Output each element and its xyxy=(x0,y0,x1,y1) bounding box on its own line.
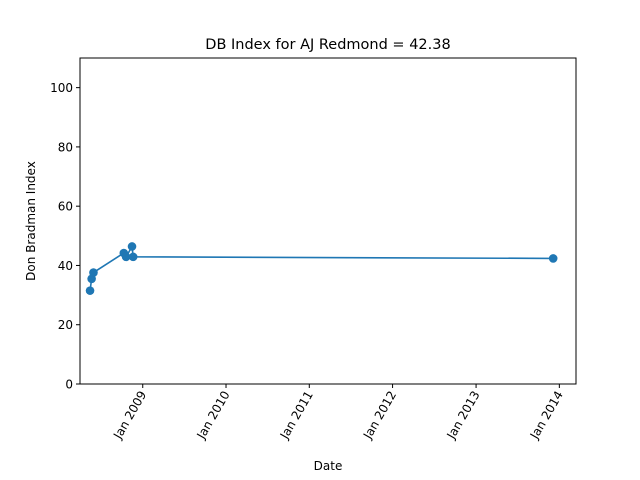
y-tick-label: 60 xyxy=(58,200,73,214)
data-point xyxy=(548,254,558,263)
data-point xyxy=(121,252,131,262)
axes-frame xyxy=(79,57,577,385)
y-tick-label: 100 xyxy=(50,81,73,95)
data-point xyxy=(85,286,95,295)
data-point xyxy=(127,242,137,251)
y-tick-label: 40 xyxy=(58,259,73,273)
chart-title: DB Index for AJ Redmond = 42.38 xyxy=(205,37,450,53)
y-axis-label: Don Bradman Index xyxy=(24,161,38,281)
y-tick-label: 80 xyxy=(58,140,73,154)
data-point xyxy=(128,252,138,262)
y-tick-label: 20 xyxy=(58,318,73,332)
data-point xyxy=(89,268,98,277)
x-axis-label: Date xyxy=(314,459,343,473)
y-tick-label: 0 xyxy=(65,378,73,392)
